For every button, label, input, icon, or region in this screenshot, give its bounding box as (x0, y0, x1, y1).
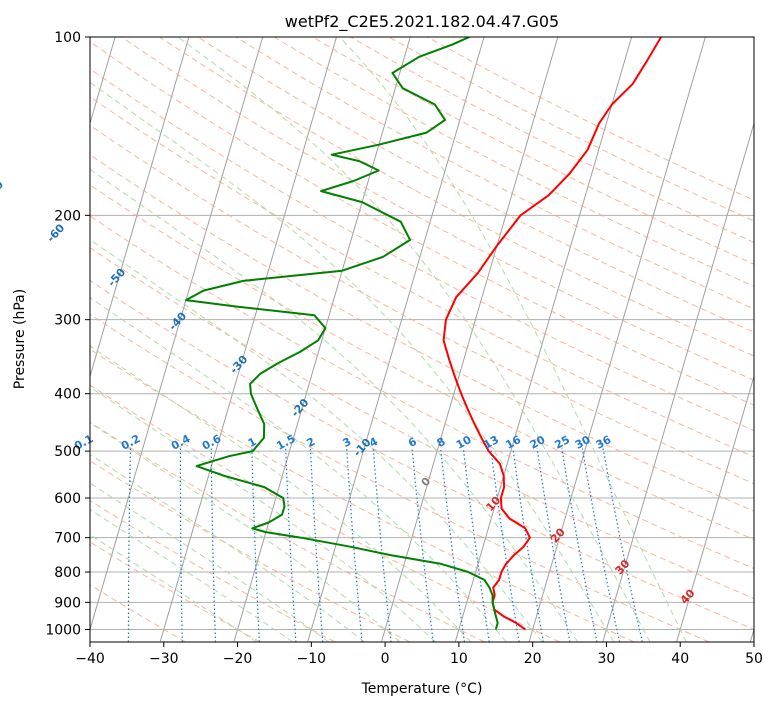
isotherm-line (380, 37, 559, 642)
x-tick-label: 10 (450, 651, 468, 667)
y-tick-label: 300 (54, 313, 81, 329)
dry-adiabat-line (90, 313, 710, 642)
x-tick-label: 50 (745, 651, 763, 667)
mixing-ratio-label: 10 (454, 433, 474, 452)
background-lines (90, 37, 754, 642)
y-tick-label: 700 (54, 531, 81, 547)
x-tick-label: 30 (598, 651, 616, 667)
isotherm-line (528, 37, 706, 642)
moist-adiabat-line (90, 345, 472, 642)
chart-title: wetPf2_C2E5.2021.182.04.47.G05 (285, 12, 559, 32)
isotherm-line (454, 37, 633, 642)
dry-adiabat-line (90, 215, 754, 570)
dry-adiabat-line (235, 37, 754, 310)
y-tick-label: 800 (54, 565, 81, 581)
x-tick-label: −10 (297, 651, 327, 667)
mixing-ratio-line (127, 448, 131, 642)
y-tick-label: 1000 (45, 622, 81, 638)
dry-adiabat-line (90, 348, 635, 642)
moist-adiabat-line (90, 296, 507, 642)
dry-adiabat-line (90, 154, 754, 512)
x-tick-label: 20 (524, 651, 542, 667)
plot-background (90, 37, 754, 642)
mixing-ratio-label: 20 (528, 433, 548, 452)
dry-adiabat-line (90, 421, 485, 642)
dry-adiabat-line (90, 584, 186, 642)
dry-adiabat-line (90, 124, 754, 485)
moist-adiabat-line (90, 386, 436, 642)
x-tick-label: −20 (223, 651, 253, 667)
y-tick-label: 600 (54, 491, 81, 507)
mixing-ratio-line (581, 448, 621, 642)
dry-adiabat-line (197, 37, 754, 333)
mixing-ratio-label: 16 (503, 433, 523, 452)
x-tick-label: −30 (149, 651, 179, 667)
x-axis-title: Temperature (°C) (361, 681, 483, 697)
mixing-ratio-line (602, 448, 643, 642)
moist-adiabat-line (90, 239, 543, 642)
isotherm-line (676, 374, 754, 642)
moist-adiabat-line (90, 508, 294, 642)
isotherm-line (602, 121, 754, 642)
x-tick-label: 0 (381, 651, 390, 667)
isotherm-line (90, 37, 264, 632)
isotherm-label: -70 (0, 178, 6, 202)
mixing-ratio-label: 30 (573, 433, 593, 452)
mixing-ratio-line (512, 448, 544, 642)
temperature-profile-line (442, 37, 662, 631)
mixing-ratio-label: 36 (594, 433, 614, 452)
y-tick-label: 100 (54, 30, 81, 46)
x-tick-label: 40 (671, 651, 689, 667)
dry-adiabat-line (90, 41, 754, 406)
isotherm-line (90, 37, 190, 379)
mixing-ratio-line (179, 448, 183, 642)
mixing-ratio-label: 13 (481, 433, 501, 452)
y-tick-label: 200 (54, 208, 81, 224)
dry-adiabat-line (90, 184, 754, 541)
y-tick-label: 500 (54, 444, 81, 460)
dry-adiabat-line (90, 541, 261, 642)
mixing-ratio-line (561, 448, 598, 642)
mixing-ratio-line (536, 448, 571, 642)
dry-adiabat-line (90, 460, 410, 642)
profile-lines (185, 37, 662, 631)
dry-adiabat-line (90, 279, 754, 630)
axis-ticks: −40 −30 −20 −10 0 10 20 30 40 50 100 200 300 400 500 60… (45, 30, 763, 667)
x-tick-label: −40 (75, 651, 105, 667)
dry-adiabat-line (90, 247, 754, 600)
y-tick-label: 400 (54, 387, 81, 403)
dry-adiabat-line (121, 37, 754, 381)
y-tick-label: 900 (54, 595, 81, 611)
mixing-ratio-label: 25 (552, 433, 572, 452)
moist-adiabat-line (339, 37, 687, 642)
mixing-ratio-line (210, 448, 217, 642)
y-axis-title: Pressure (hPa) (12, 289, 28, 389)
isotherm-line (233, 37, 411, 642)
mixing-ratio-line (462, 448, 490, 642)
plot-frame (89, 36, 755, 643)
dewpoint-profile-line (185, 37, 499, 630)
mixing-ratio-line (490, 448, 520, 642)
